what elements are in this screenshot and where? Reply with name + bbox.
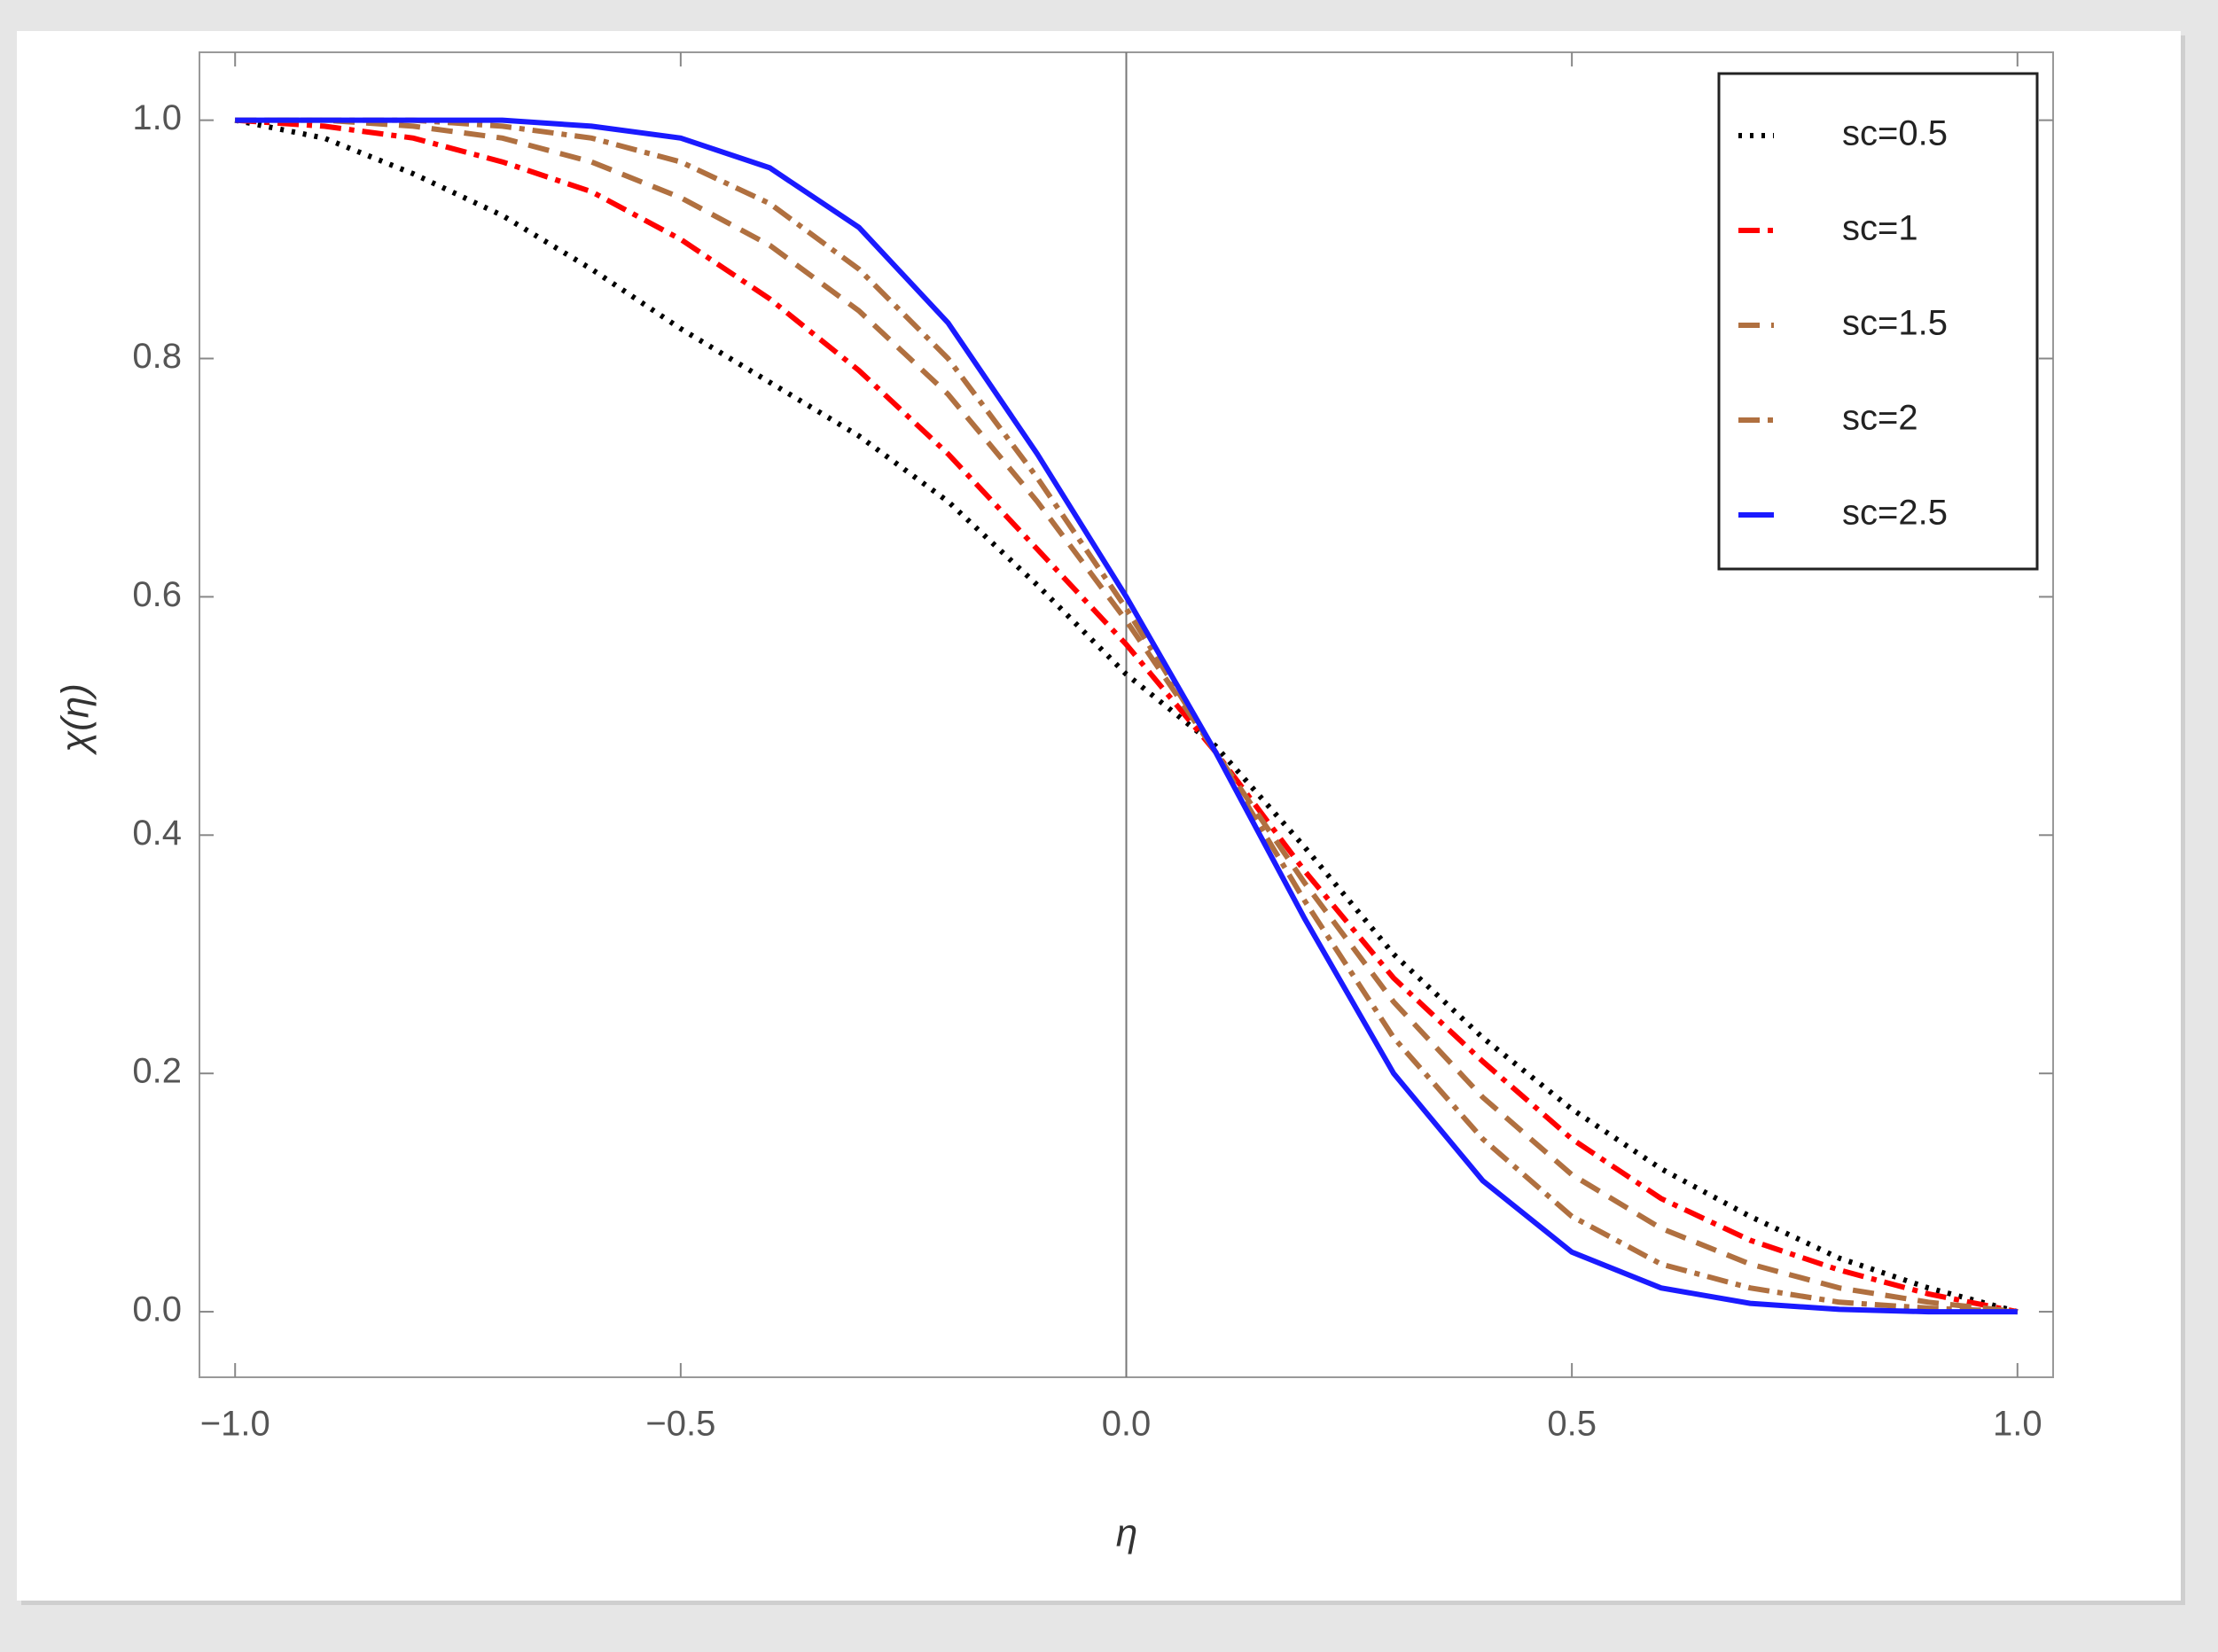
legend-box [1717,72,2039,571]
x-tick-label: 0.5 [1547,1405,1597,1444]
y-tick-label: 0.0 [132,1290,182,1329]
series-line [235,117,2019,1315]
y-axis-label: χ(η) [54,683,98,756]
series-line [234,117,2019,1314]
y-tick-label: 0.6 [132,575,182,614]
x-tick-label: 0.0 [1102,1405,1152,1444]
series-line [235,117,2018,1315]
y-tick-label: 1.0 [132,98,182,137]
legend-label: sc=0.5 [1842,114,1948,153]
y-tick-label: 0.4 [132,814,182,853]
series-line [235,117,2018,1315]
legend-label: sc=1.5 [1842,304,1948,343]
x-tick-label: 1.0 [1993,1405,2042,1444]
x-axis-label: η [1116,1512,1137,1555]
legend-label: sc=1 [1842,209,1918,248]
legend-label: sc=2 [1842,399,1918,438]
x-tick-label: −0.5 [645,1405,715,1444]
x-tick-label: −1.0 [200,1405,270,1444]
legend-label: sc=2.5 [1842,494,1948,533]
y-tick-label: 0.8 [132,337,182,376]
y-tick-label: 0.2 [132,1052,182,1091]
series-line [234,117,2019,1315]
